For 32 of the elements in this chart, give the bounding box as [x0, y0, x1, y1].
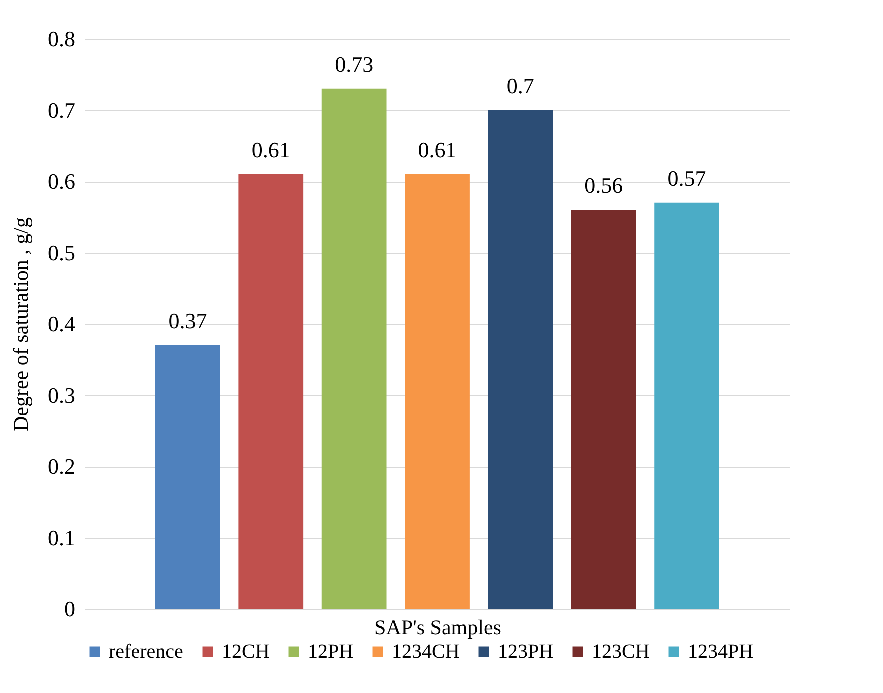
bar	[322, 88, 387, 609]
legend-label: 12CH	[222, 641, 270, 663]
bar	[156, 345, 220, 609]
data-label: 0.57	[668, 166, 706, 191]
bar	[571, 210, 636, 609]
legend-label: 1234PH	[688, 641, 754, 663]
y-tick-label: 0.1	[48, 525, 76, 550]
y-tick-label: 0.5	[48, 240, 76, 266]
bar	[238, 174, 304, 609]
y-tick-label: 0.6	[48, 169, 76, 194]
data-label: 0.56	[584, 173, 624, 198]
x-axis-title: SAP's Samples	[374, 616, 502, 640]
y-tick-label: 0.8	[48, 26, 76, 52]
y-tick-label: 0.7	[48, 98, 76, 123]
data-label: 0.61	[418, 137, 457, 162]
bar	[654, 202, 720, 609]
legend-label: reference	[109, 641, 184, 663]
bar	[405, 174, 470, 609]
y-tick-label: 0.2	[48, 454, 76, 479]
legend-label: 123PH	[498, 641, 554, 663]
data-label: 0.37	[168, 308, 208, 334]
y-tick-label: 0.3	[48, 382, 76, 408]
legend-label: 12PH	[308, 641, 354, 663]
bar	[488, 110, 554, 609]
legend-label: 123CH	[592, 641, 650, 663]
y-tick-label: 0.4	[48, 312, 76, 336]
y-tick-label: 0	[64, 596, 76, 622]
data-label: 0.61	[252, 137, 290, 162]
y-axis-title: Degree of saturation , g/g	[9, 217, 33, 432]
data-label: 0.73	[335, 52, 374, 77]
data-label: 0.7	[506, 73, 534, 98]
legend-label: 1234CH	[392, 641, 460, 663]
